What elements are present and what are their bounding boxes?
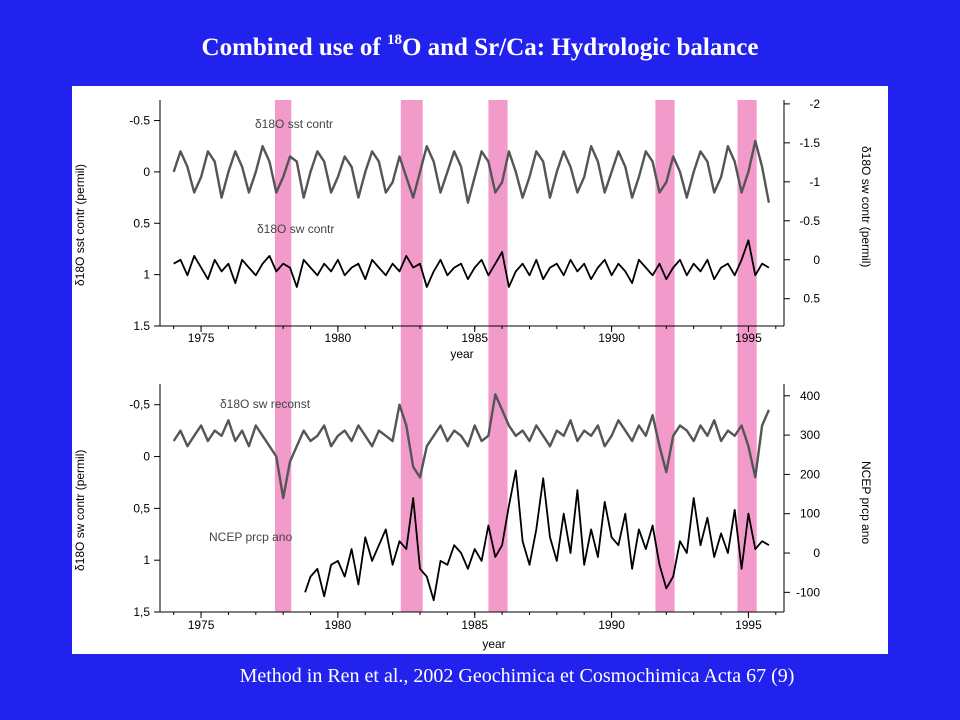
top-left-y-tick-label: 1	[143, 268, 150, 282]
top-x-title: year	[450, 347, 473, 361]
title-superscript: 18	[386, 32, 402, 48]
slide-title: Combined use of 18O and Sr/Ca: Hydrologi…	[0, 32, 960, 62]
top-series-line-2	[173, 239, 770, 288]
top-label-sst: δ18O sst contr	[255, 117, 333, 131]
bottom-series-line-1	[172, 393, 771, 500]
highlight-band-5	[737, 100, 757, 612]
top-right-y-tick-label: -1.5	[799, 136, 820, 150]
chart-figure: δ18O sst contr δ18O sw contr δ18O sst co…	[73, 97, 873, 651]
top-left-y-tick-label: 1.5	[133, 319, 150, 333]
bottom-x-tick-label: 1975	[188, 618, 215, 632]
top-right-y-tick-label: -1	[809, 175, 820, 189]
bottom-right-y-tick-label: -100	[796, 585, 820, 599]
bottom-left-y-tick-label: -0,5	[129, 398, 150, 412]
highlight-band-3	[488, 100, 508, 612]
top-left-y-tick-label: 0.5	[133, 216, 150, 230]
bottom-series-line-2	[304, 469, 770, 602]
top-right-y-tick-label: -0.5	[799, 214, 820, 228]
top-right-y-tick-label: -2	[809, 97, 820, 111]
bottom-label-ncep: NCEP prcp ano	[209, 530, 292, 544]
highlight-band-2	[400, 100, 423, 612]
bottom-left-y-tick-label: 1	[143, 553, 150, 567]
top-x-tick-label: 1990	[598, 331, 625, 345]
top-left-y-tick-label: 0	[143, 165, 150, 179]
title-suffix: O and Sr/Ca: Hydrologic balance	[401, 34, 759, 61]
bottom-left-y-tick-label: 0	[143, 450, 150, 464]
top-right-axis-title: δ18O sw contr (permil)	[859, 146, 873, 267]
top-series-line-1	[172, 139, 771, 204]
top-left-axis-title: δ18O sst contr (permil)	[73, 164, 87, 286]
top-label-sw: δ18O sw contr	[257, 222, 334, 236]
bottom-label-reconst: δ18O sw reconst	[220, 397, 311, 411]
bottom-right-y-tick-label: 400	[800, 389, 820, 403]
top-left-y-tick-label: -0.5	[129, 114, 150, 128]
bottom-x-title: year	[482, 637, 505, 651]
title-prefix: Combined use of	[201, 34, 387, 61]
bottom-x-tick-label: 1980	[325, 618, 352, 632]
top-x-tick-label: 1980	[325, 331, 352, 345]
bottom-right-y-tick-label: 100	[800, 507, 820, 521]
top-right-y-tick-label: 0	[813, 253, 820, 267]
top-x-tick-label: 1985	[461, 331, 488, 345]
highlight-band-1	[274, 100, 292, 612]
bottom-x-tick-label: 1995	[735, 618, 762, 632]
top-right-y-tick-label: 0.5	[803, 292, 820, 306]
figure-panel: δ18O sst contr δ18O sw contr δ18O sst co…	[72, 86, 888, 654]
bottom-x-tick-label: 1990	[598, 618, 625, 632]
top-x-tick-label: 1995	[735, 331, 762, 345]
top-x-tick-label: 1975	[188, 331, 215, 345]
bottom-left-y-tick-label: 0,5	[133, 501, 150, 515]
bottom-right-y-tick-label: 300	[800, 428, 820, 442]
bottom-left-axis-title: δ18O sw contr (permil)	[73, 450, 87, 571]
bottom-right-y-tick-label: 0	[813, 546, 820, 560]
highlight-band-4	[655, 100, 675, 612]
citation: Method in Ren et al., 2002 Geochimica et…	[239, 665, 795, 687]
bottom-left-y-tick-label: 1,5	[133, 605, 150, 619]
bottom-right-y-tick-label: 200	[800, 467, 820, 481]
bottom-x-tick-label: 1985	[461, 618, 488, 632]
bottom-right-axis-title: NCEP prcp ano	[859, 461, 873, 544]
